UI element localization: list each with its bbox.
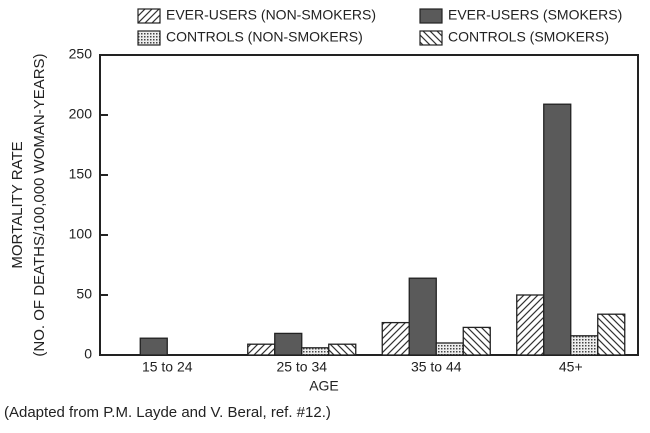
y-tick-label: 0 — [84, 346, 92, 362]
plot-frame — [99, 54, 639, 356]
x-tick-label: 15 to 24 — [142, 359, 193, 375]
x-tick-label: 35 to 44 — [411, 359, 462, 375]
y-tick-label: 150 — [69, 166, 93, 182]
legend-swatch — [137, 8, 161, 24]
legend-label: CONTROLS (SMOKERS) — [448, 29, 609, 45]
bar — [301, 347, 330, 356]
bar — [328, 343, 357, 356]
source-note: (Adapted from P.M. Layde and V. Beral, r… — [4, 404, 331, 421]
y-axis-label: MORTALITY RATE — [9, 141, 26, 268]
legend-label: CONTROLS (NON-SMOKERS) — [166, 29, 363, 45]
bar — [408, 277, 437, 356]
y-tick-label: 50 — [76, 286, 92, 302]
bar — [570, 335, 599, 356]
bar — [462, 326, 491, 356]
bar — [435, 342, 464, 356]
bar — [543, 103, 572, 356]
bar — [274, 332, 303, 356]
x-axis-label: AGE — [309, 378, 339, 394]
legend-swatch — [419, 30, 443, 46]
x-tick-label: 45+ — [559, 359, 583, 375]
bar — [381, 321, 410, 356]
y-axis-label: (NO. OF DEATHS/100,000 WOMAN-YEARS) — [31, 53, 48, 356]
legend-label: EVER-USERS (SMOKERS) — [448, 7, 622, 23]
bar — [597, 313, 626, 356]
y-tick-label: 200 — [69, 106, 93, 122]
legend-swatch — [137, 30, 161, 46]
legend-swatch — [419, 8, 443, 24]
x-tick-label: 25 to 34 — [276, 359, 327, 375]
bar — [247, 343, 276, 356]
y-tick-label: 250 — [69, 46, 93, 62]
y-tick-label: 100 — [69, 226, 93, 242]
legend-label: EVER-USERS (NON-SMOKERS) — [166, 7, 376, 23]
bar — [139, 337, 168, 356]
bar — [516, 294, 545, 356]
